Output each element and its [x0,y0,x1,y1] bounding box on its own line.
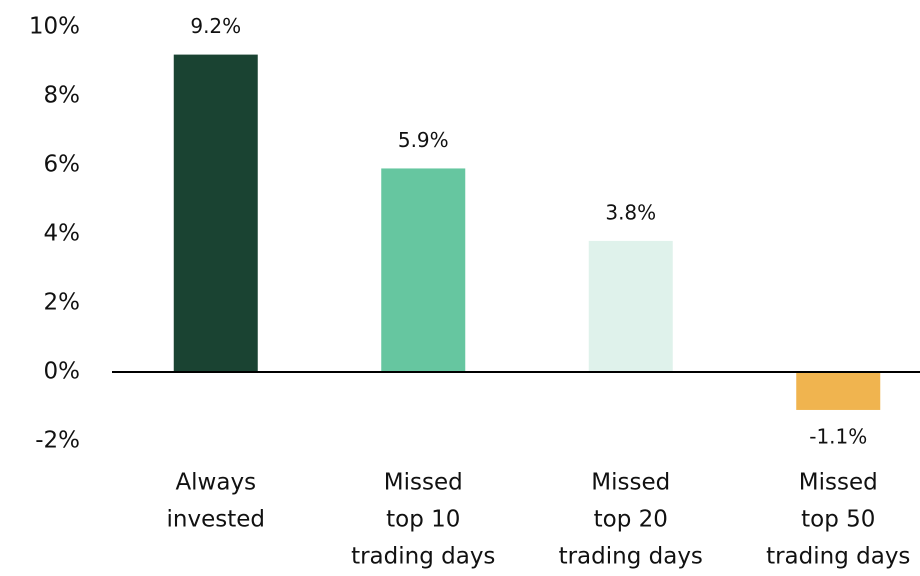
x-tick-label: Missed [384,470,463,496]
y-tick-label: -2% [35,428,80,454]
y-tick-label: 10% [29,14,80,40]
x-tick-label: Missed [591,470,670,496]
x-tick-label: top 10 [386,507,460,533]
x-tick-label: Missed [799,470,878,496]
y-tick-label: 6% [44,152,81,178]
x-tick-label: top 20 [594,507,668,533]
bar [588,240,673,372]
bar [796,372,881,410]
x-tick-label: top 50 [801,507,875,533]
bar [173,54,258,372]
x-tick-label: trading days [559,544,703,570]
x-tick-label: Always [175,470,256,496]
bar [381,168,466,372]
value-label: 9.2% [190,14,241,38]
y-tick-label: 8% [44,83,81,109]
y-tick-label: 4% [44,221,81,247]
value-label: 3.8% [605,200,656,224]
x-tick-label: invested [167,507,265,533]
value-label: -1.1% [809,424,867,448]
y-tick-label: 0% [44,359,81,385]
value-label: 5.9% [398,128,449,152]
x-tick-label: trading days [351,544,495,570]
y-tick-label: 2% [44,290,81,316]
x-tick-label: trading days [766,544,910,570]
